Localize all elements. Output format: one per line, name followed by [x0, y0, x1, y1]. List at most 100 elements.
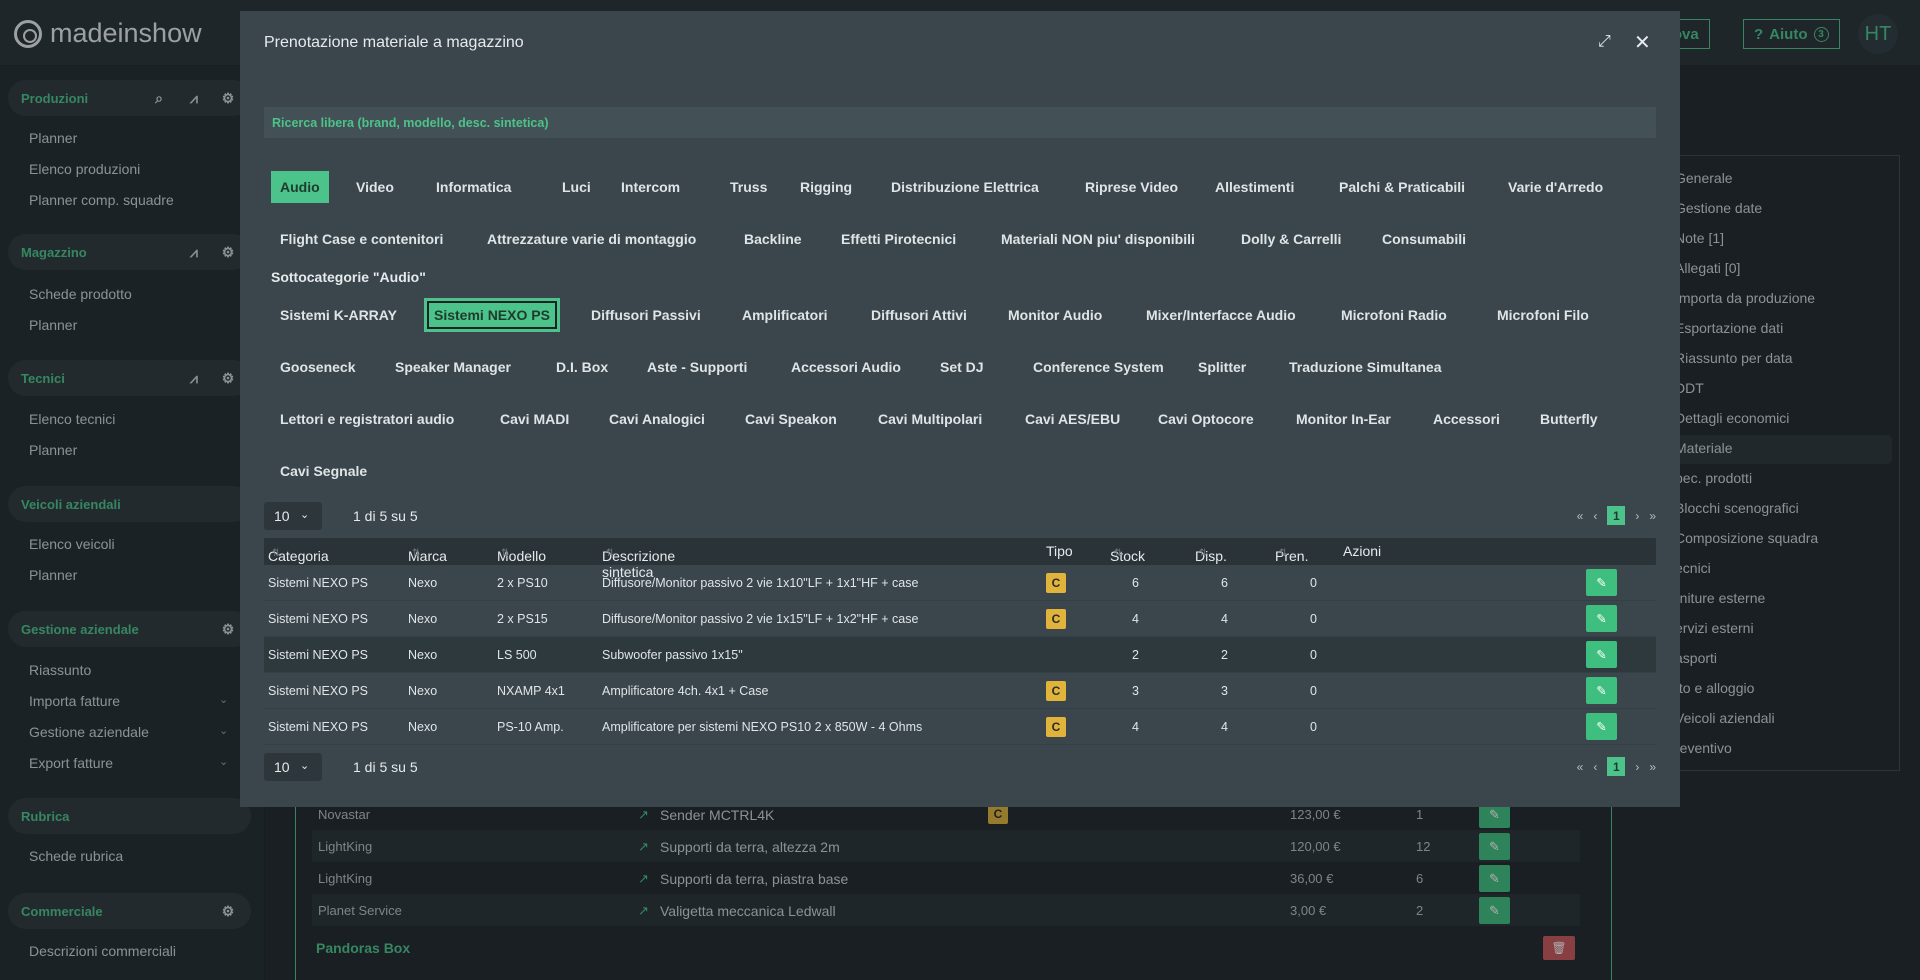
production-menu-item[interactable]: reventivo — [1675, 740, 1732, 756]
category-chip[interactable]: Truss — [730, 179, 768, 195]
subcategory-chip[interactable]: Accessori Audio — [791, 359, 901, 375]
avatar[interactable]: HT — [1858, 14, 1898, 54]
subcategory-chip[interactable]: Set DJ — [940, 359, 984, 375]
last-page-icon[interactable]: » — [1649, 759, 1656, 774]
category-chip[interactable]: Video — [356, 179, 394, 195]
chart-icon[interactable]: ⩘ — [190, 89, 198, 106]
table-row[interactable]: Sistemi NEXO PS Nexo NXAMP 4x1 Amplificator… — [264, 673, 1656, 709]
production-menu-item[interactable]: Veicoli aziendali — [1675, 710, 1775, 726]
next-page-icon[interactable]: › — [1635, 759, 1640, 774]
production-menu-item[interactable]: Esportazione dati — [1675, 320, 1784, 336]
production-menu-item[interactable]: Generale — [1675, 170, 1733, 186]
subcategory-chip[interactable]: Sistemi K-ARRAY — [280, 307, 397, 323]
subcategory-chip[interactable]: Lettori e registratori audio — [280, 411, 455, 427]
subcategory-chip[interactable]: Aste - Supporti — [647, 359, 748, 375]
category-chip[interactable]: Allestimenti — [1215, 179, 1295, 195]
production-menu-item[interactable]: Riassunto per data — [1675, 350, 1793, 366]
gear-icon[interactable]: ⚙ — [221, 369, 235, 386]
sidebar-item-export-fatture[interactable]: Export fatture ⌄ — [29, 755, 234, 771]
category-chip[interactable]: Flight Case e contenitori — [280, 231, 444, 247]
edit-button[interactable]: ✎ — [1586, 713, 1617, 740]
sidebar-item-planner[interactable]: Planner — [29, 442, 78, 458]
external-link-icon[interactable]: ↗ — [638, 871, 649, 886]
subcategory-chip[interactable]: Monitor Audio — [1008, 307, 1103, 323]
category-chip[interactable]: Dolly & Carrelli — [1241, 231, 1342, 247]
table-row[interactable]: Sistemi NEXO PS Nexo LS 500 Subwoofer passi… — [264, 637, 1656, 673]
subcategory-chip[interactable]: Cavi Optocore — [1158, 411, 1254, 427]
sidebar-item-importa-fatture[interactable]: Importa fatture ⌄ — [29, 693, 234, 709]
edit-button[interactable]: ✎ — [1479, 833, 1510, 860]
subcategory-chip[interactable]: Speaker Manager — [395, 359, 511, 375]
subcategory-chip[interactable]: Microfoni Radio — [1341, 307, 1447, 323]
category-chip[interactable]: Informatica — [436, 179, 512, 195]
subcategory-chip[interactable]: Traduzione Simultanea — [1289, 359, 1442, 375]
subcategory-chip[interactable]: Cavi Analogici — [609, 411, 705, 427]
category-chip[interactable]: Rigging — [800, 179, 853, 195]
subcategory-chip[interactable]: Accessori — [1433, 411, 1500, 427]
production-menu-item[interactable]: Dettagli economici — [1675, 410, 1790, 426]
subcategory-chip[interactable]: Splitter — [1198, 359, 1247, 375]
chart-icon[interactable]: ⩘ — [190, 243, 198, 260]
last-page-icon[interactable]: » — [1649, 508, 1656, 523]
edit-button[interactable]: ✎ — [1479, 897, 1510, 924]
next-page-icon[interactable]: › — [1635, 508, 1640, 523]
subcategory-chip[interactable]: Conference System — [1033, 359, 1164, 375]
category-chip[interactable]: Varie d'Arredo — [1508, 179, 1604, 195]
search-input[interactable]: Ricerca libera (brand, modello, desc. si… — [264, 107, 1656, 138]
subcategory-chip[interactable]: Gooseneck — [280, 359, 356, 375]
production-menu-item[interactable]: ecnici — [1675, 560, 1711, 576]
category-chip[interactable]: Intercom — [621, 179, 681, 195]
category-chip[interactable]: Palchi & Praticabili — [1339, 179, 1466, 195]
category-chip[interactable]: Distribuzione Elettrica — [891, 179, 1039, 195]
category-chip[interactable]: Luci — [562, 179, 591, 195]
subcategory-chip[interactable]: Cavi Segnale — [280, 463, 368, 479]
sidebar-item-schede-rubrica[interactable]: Schede rubrica — [29, 848, 124, 864]
gear-icon[interactable]: ⚙ — [221, 902, 235, 919]
search-icon[interactable]: ⌕ — [155, 89, 163, 106]
production-menu-item[interactable]: ervizi esterni — [1675, 620, 1754, 636]
sidebar-item-elenco-produzioni[interactable]: Elenco produzioni — [29, 161, 141, 177]
external-link-icon[interactable]: ↗ — [638, 839, 649, 854]
production-menu-item[interactable]: Blocchi scenografici — [1675, 500, 1799, 516]
edit-button[interactable]: ✎ — [1479, 865, 1510, 892]
sidebar-item-schede-prodotto[interactable]: Schede prodotto — [29, 286, 132, 302]
page-size-select[interactable]: 10 ⌄ — [264, 502, 322, 530]
category-chip[interactable]: Materiali NON piu' disponibili — [1001, 231, 1195, 247]
section-rubrica[interactable]: Rubrica — [8, 798, 251, 834]
sidebar-item-elenco-tecnici[interactable]: Elenco tecnici — [29, 411, 116, 427]
first-page-icon[interactable]: « — [1576, 759, 1584, 774]
edit-button[interactable]: ✎ — [1586, 605, 1617, 632]
production-menu-item[interactable]: Note [1] — [1675, 230, 1725, 246]
prev-page-icon[interactable]: ‹ — [1593, 508, 1598, 523]
gear-icon[interactable]: ⚙ — [221, 620, 235, 637]
subcategory-chip[interactable]: D.I. Box — [556, 359, 609, 375]
section-veicoli-aziendali[interactable]: Veicoli aziendali — [8, 486, 251, 522]
page-size-select[interactable]: 10 ⌄ — [264, 753, 322, 781]
gear-icon[interactable]: ⚙ — [221, 89, 235, 106]
help-button[interactable]: ? Aiuto 3 — [1743, 19, 1840, 49]
subcategory-chip[interactable]: Microfoni Filo — [1497, 307, 1589, 323]
category-chip[interactable]: Backline — [744, 231, 802, 247]
category-chip[interactable]: Audio — [271, 171, 329, 203]
expand-icon[interactable]: ⤢ — [1598, 33, 1611, 50]
subcategory-chip[interactable]: Cavi Speakon — [745, 411, 837, 427]
external-link-icon[interactable]: ↗ — [638, 903, 649, 918]
edit-button[interactable]: ✎ — [1586, 641, 1617, 668]
sidebar-item-planner[interactable]: Planner — [29, 130, 78, 146]
section-produzioni[interactable]: Produzioni ⌕ ⩘ ⚙ — [8, 80, 251, 116]
sidebar-item-gestione-aziendale[interactable]: Gestione aziendale ⌄ — [29, 724, 234, 740]
category-chip[interactable]: Attrezzature varie di montaggio — [487, 231, 697, 247]
chart-icon[interactable]: ⩘ — [190, 369, 198, 386]
production-menu-item[interactable]: pec. prodotti — [1675, 470, 1753, 486]
sidebar-item-planner[interactable]: Planner — [29, 567, 78, 583]
production-menu-item[interactable]: Gestione date — [1675, 200, 1763, 216]
table-row[interactable]: Sistemi NEXO PS Nexo 2 x PS10 Diffusore/Mon… — [264, 565, 1656, 601]
subcategory-chip[interactable]: Amplificatori — [742, 307, 828, 323]
subcategory-chip[interactable]: Cavi MADI — [500, 411, 570, 427]
category-chip[interactable]: Riprese Video — [1085, 179, 1179, 195]
subcategory-chip[interactable]: Butterfly — [1540, 411, 1598, 427]
production-menu-item[interactable]: asporti — [1675, 650, 1718, 666]
page-1-button[interactable]: 1 — [1607, 757, 1626, 776]
table-row[interactable]: Sistemi NEXO PS Nexo 2 x PS15 Diffusore/Mon… — [264, 601, 1656, 637]
edit-button[interactable]: ✎ — [1586, 569, 1617, 596]
